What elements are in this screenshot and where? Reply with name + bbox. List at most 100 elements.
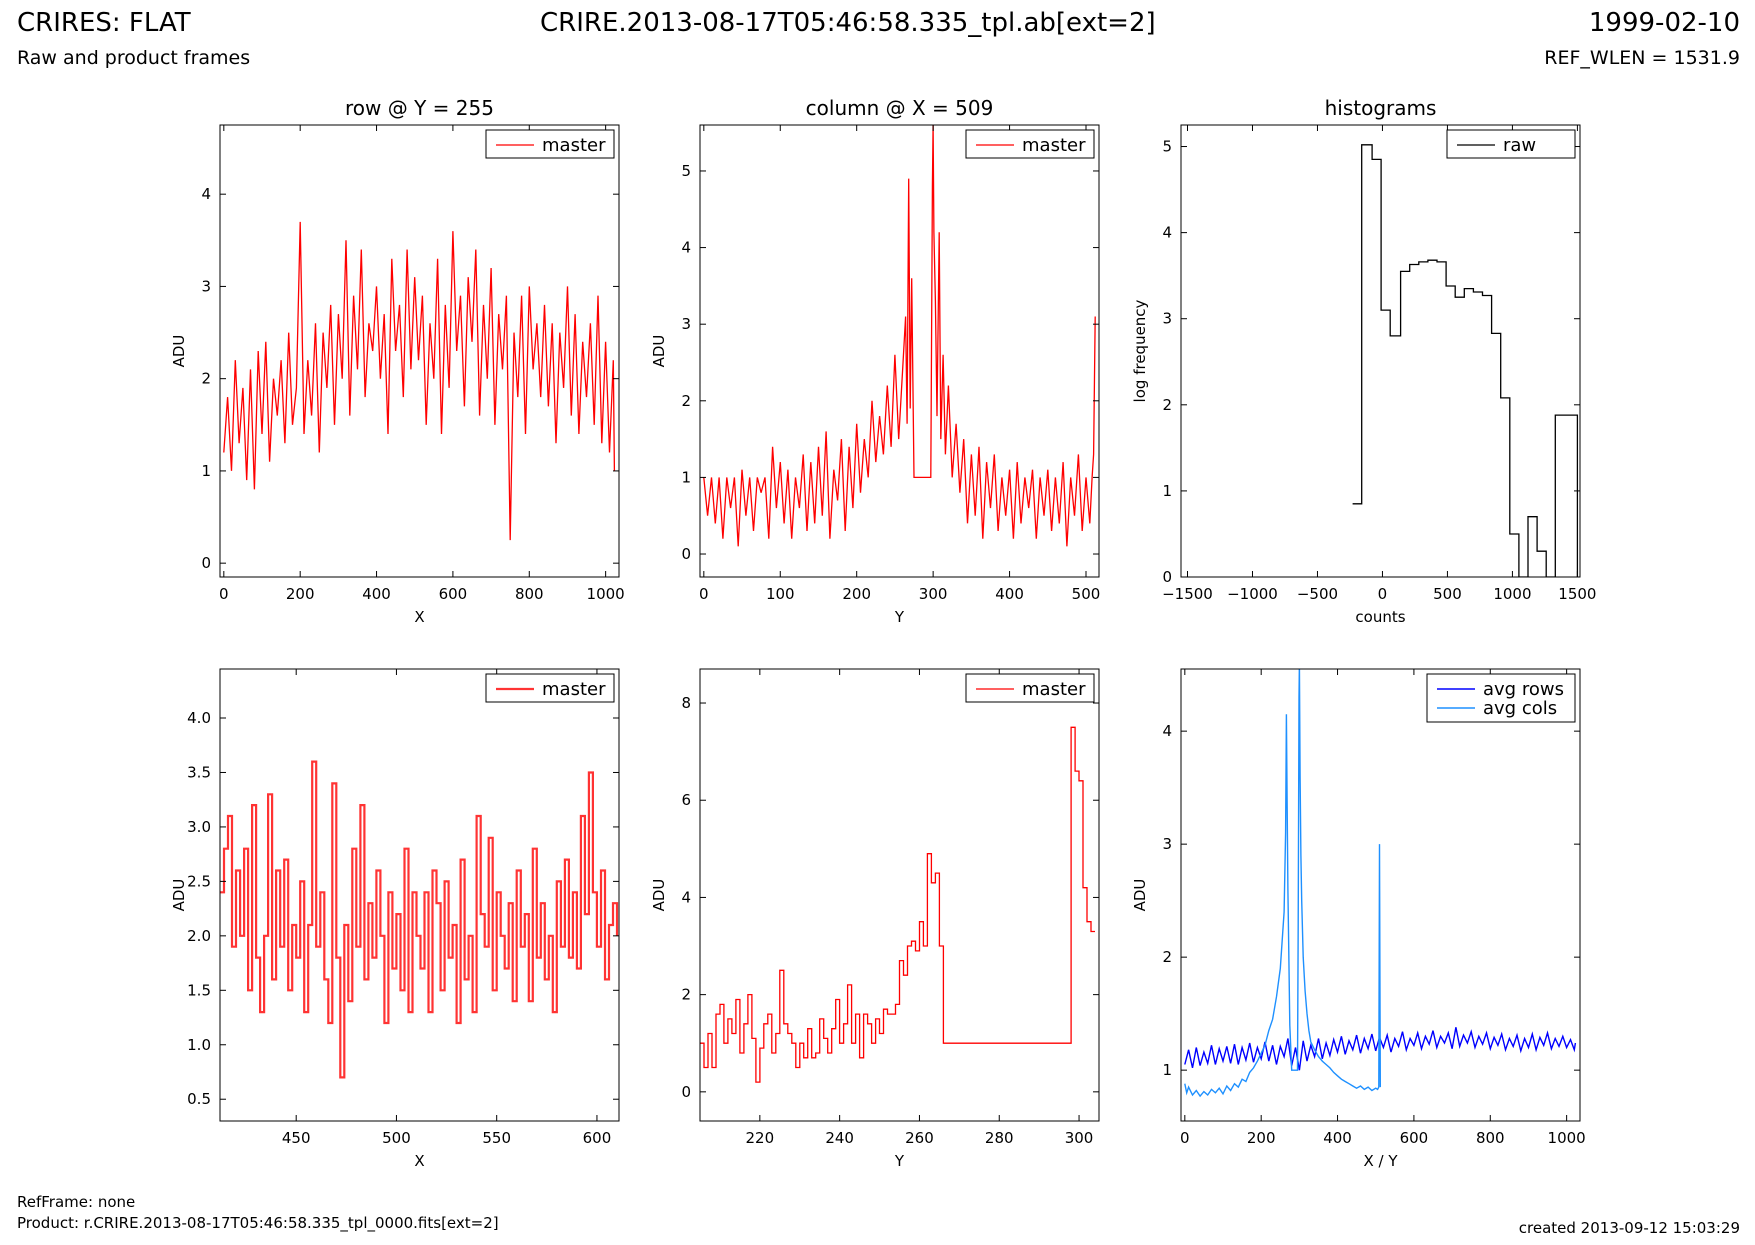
y-tick-label: 3 — [681, 315, 691, 333]
y-axis-label: ADU — [650, 879, 668, 912]
x-tick-label: 300 — [919, 585, 948, 603]
y-tick-label: 2 — [201, 370, 211, 388]
y-tick-label: 0 — [201, 554, 211, 572]
legend-box — [1426, 673, 1576, 723]
x-tick-label: 0 — [1378, 585, 1388, 603]
x-tick-label: 400 — [362, 585, 391, 603]
series-line-avg-cols — [1184, 669, 1381, 1098]
x-tick-label: 400 — [995, 585, 1024, 603]
y-axis-label: ADU — [1131, 879, 1149, 912]
y-tick-label: 5 — [681, 162, 691, 180]
x-tick-label: 500 — [1072, 585, 1101, 603]
legend-label: master — [542, 135, 606, 156]
y-tick-label: 1 — [201, 462, 211, 480]
legend-label: master — [1022, 679, 1086, 700]
y-tick-label: 0 — [1162, 568, 1172, 586]
y-tick-label: 2.0 — [187, 927, 211, 945]
y-tick-label: 0.5 — [187, 1090, 211, 1108]
x-tick-label: 200 — [842, 585, 871, 603]
x-tick-label: 600 — [1400, 1129, 1429, 1147]
x-tick-label: 200 — [286, 585, 315, 603]
created-label: created 2013-09-12 15:03:29 — [1518, 1219, 1740, 1237]
chart-panel-3: −1500 −1000 −500 0 500 1000 1500 0 1 2 3 4 5 counts lo… — [1131, 96, 1596, 626]
series-line-master — [703, 125, 1096, 547]
y-tick-label: 4 — [681, 239, 691, 257]
chart-panel-2: 0 100 200 300 400 500 0 1 2 3 4 5 Y ADU column @ X = 5… — [650, 96, 1100, 626]
y-tick-label: 0 — [681, 545, 691, 563]
legend: raw — [1446, 129, 1576, 159]
x-axis-label: X — [414, 608, 424, 626]
y-tick-label: 6 — [681, 791, 691, 809]
x-axis-label: X / Y — [1363, 1152, 1398, 1170]
legend-box — [1446, 129, 1576, 159]
y-tick-label: 2 — [681, 392, 691, 410]
chart-title: row @ Y = 255 — [345, 96, 494, 120]
x-tick-label: 280 — [985, 1129, 1014, 1147]
x-axis-label: Y — [894, 1152, 905, 1170]
x-tick-label: 550 — [482, 1129, 511, 1147]
series-line-master — [700, 726, 1095, 1083]
ref-wlen-label: REF_WLEN = 1531.9 — [1544, 47, 1740, 69]
series-line-avg-rows — [1184, 1027, 1577, 1071]
y-axis-label: ADU — [170, 335, 188, 368]
y-tick-label: 3 — [1162, 835, 1172, 853]
y-tick-label: 1.0 — [187, 1036, 211, 1054]
y-tick-label: 3.5 — [187, 763, 211, 781]
legend: master — [965, 129, 1095, 159]
legend-label: raw — [1503, 135, 1536, 156]
x-tick-label: 220 — [746, 1129, 775, 1147]
y-tick-label: 4 — [681, 888, 691, 906]
chart-panel-1: 0 200 400 600 800 1000 0 1 2 3 4 X ADU row @ Y = 255 m… — [170, 96, 625, 626]
axes-frame — [699, 124, 1100, 578]
legend: master — [485, 129, 615, 159]
refframe-label: RefFrame: none — [17, 1193, 136, 1211]
legend-label: avg rows — [1483, 679, 1564, 700]
x-tick-label: 300 — [1065, 1129, 1094, 1147]
y-tick-label: 1.5 — [187, 981, 211, 999]
x-tick-label: 260 — [905, 1129, 934, 1147]
x-tick-label: 500 — [1433, 585, 1462, 603]
y-tick-label: 4 — [1162, 722, 1172, 740]
x-tick-label: 240 — [825, 1129, 854, 1147]
x-tick-label: −1000 — [1227, 585, 1278, 603]
series-line-master — [220, 760, 619, 1079]
x-tick-label: 200 — [1247, 1129, 1276, 1147]
x-tick-label: 100 — [766, 585, 795, 603]
y-tick-label: 2 — [681, 986, 691, 1004]
x-axis-label: Y — [894, 608, 905, 626]
y-axis-label: ADU — [650, 335, 668, 368]
y-tick-label: 3 — [201, 277, 211, 295]
x-tick-label: −500 — [1297, 585, 1338, 603]
legend-box — [485, 129, 615, 159]
axes-frame — [699, 668, 1100, 1122]
x-tick-label: 1000 — [1493, 585, 1531, 603]
chart-title: column @ X = 509 — [806, 96, 994, 120]
x-axis-label: X — [414, 1152, 424, 1170]
x-tick-label: 1000 — [1548, 1129, 1586, 1147]
axes-frame — [219, 668, 620, 1122]
y-tick-label: 2.5 — [187, 872, 211, 890]
axes-frame — [1180, 124, 1581, 578]
x-tick-label: 450 — [282, 1129, 311, 1147]
x-tick-label: 1500 — [1558, 585, 1596, 603]
x-tick-label: 0 — [699, 585, 709, 603]
legend-label: master — [1022, 135, 1086, 156]
series-line-master — [223, 221, 616, 541]
y-tick-label: 1 — [681, 468, 691, 486]
x-tick-label: 400 — [1323, 1129, 1352, 1147]
series-line-raw — [1352, 144, 1579, 577]
y-tick-label: 0 — [681, 1083, 691, 1101]
x-tick-label: 600 — [439, 585, 468, 603]
legend: master — [485, 673, 615, 703]
y-tick-label: 2 — [1162, 396, 1172, 414]
legend-box — [965, 129, 1095, 159]
axes-frame — [1180, 668, 1581, 1122]
product-label: Product: r.CRIRE.2013-08-17T05:46:58.335… — [17, 1214, 499, 1232]
y-tick-label: 4 — [1162, 224, 1172, 242]
x-tick-label: 1000 — [587, 585, 625, 603]
y-tick-label: 5 — [1162, 138, 1172, 156]
legend-label: master — [542, 679, 606, 700]
y-tick-label: 4.0 — [187, 709, 211, 727]
y-axis-label: log frequency — [1131, 299, 1149, 402]
